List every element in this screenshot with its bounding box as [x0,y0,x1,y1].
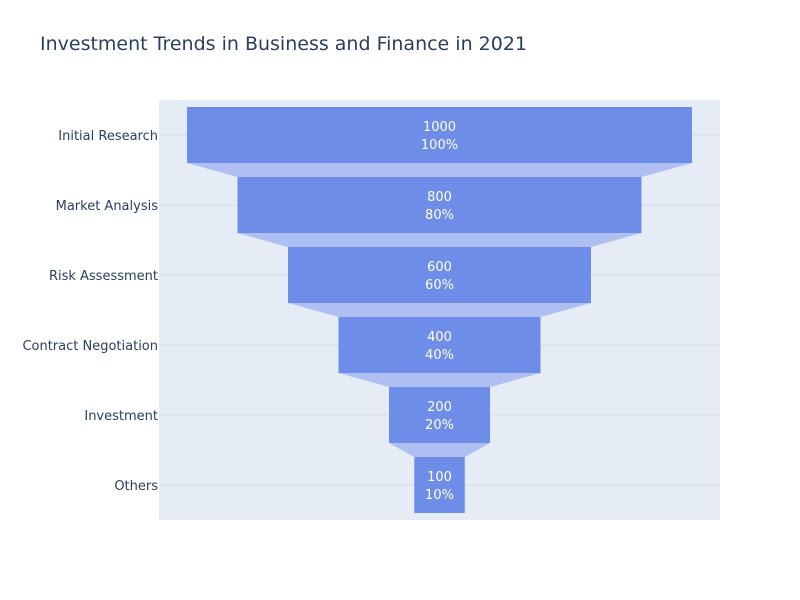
funnel-connector [187,163,692,177]
bar-value-label: 600 [427,260,452,275]
bar-percent-label: 10% [425,488,454,503]
funnel-connector [338,373,541,387]
bar-value-label: 200 [427,400,452,415]
funnel-connectors [187,163,692,457]
y-tick-label: Risk Assessment [49,269,158,284]
chart-title: Investment Trends in Business and Financ… [40,33,527,55]
bar-value-label: 1000 [423,120,456,135]
funnel-bar [187,107,692,163]
bar-value-label: 100 [427,470,452,485]
y-tick-label: Contract Negotiation [22,339,158,354]
bar-percent-label: 20% [425,418,454,433]
bar-percent-label: 100% [421,138,458,153]
y-tick-label: Initial Research [58,129,158,144]
bar-value-label: 800 [427,190,452,205]
bar-value-label: 400 [427,330,452,345]
funnel-bars [187,107,692,513]
y-tick-label: Market Analysis [56,199,159,214]
y-tick-label: Investment [84,409,158,424]
bar-percent-label: 60% [425,278,454,293]
funnel-connector [389,443,490,457]
funnel-bar [414,457,465,513]
bar-percent-label: 80% [425,208,454,223]
funnel-bar [338,317,541,373]
bar-percent-label: 40% [425,348,454,363]
funnel-bar [389,387,490,443]
funnel-labels: 1000 100% 800 80% 600 60% 400 40% 200 20% 100 10% [421,120,458,503]
funnel-bar [288,247,591,303]
funnel-connector [288,303,591,317]
y-axis-ticks: Initial Research Market Analysis Risk Asse… [22,129,158,494]
funnel-bar [237,177,642,233]
funnel-connector [237,233,642,247]
y-tick-label: Others [114,479,158,494]
